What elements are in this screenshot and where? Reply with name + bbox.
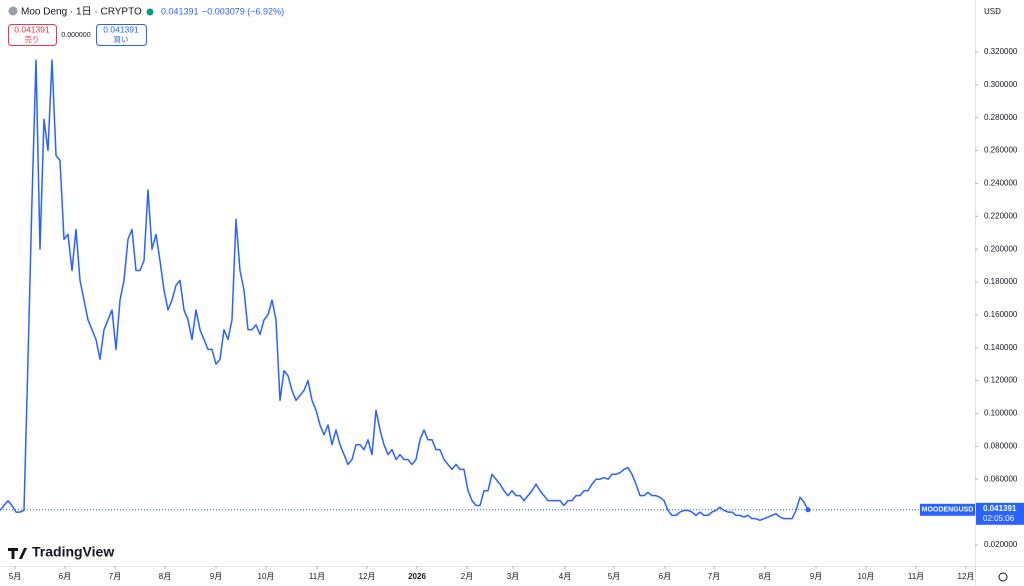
x-tick-label: 10月: [858, 572, 875, 581]
x-tick-label: 2月: [461, 572, 473, 581]
brand: TradingView: [32, 544, 114, 560]
y-tick-label: 0.120000: [984, 376, 1018, 385]
x-tick-label: 12月: [958, 572, 975, 581]
y-tick-label: 0.080000: [984, 441, 1018, 450]
y-tick-label: 0.280000: [984, 113, 1018, 122]
symbol-icon: [8, 6, 18, 16]
x-tick-label: 12月: [359, 572, 376, 581]
change: −0.003079 (−6.92%): [202, 6, 284, 16]
y-tick-label: 0.240000: [984, 179, 1018, 188]
countdown: 02:05:06: [983, 514, 1015, 523]
x-tick-label: 7月: [109, 572, 121, 581]
y-tick-label: 0.300000: [984, 80, 1018, 89]
x-tick-label: 11月: [908, 572, 924, 581]
buy-price: 0.041391: [103, 24, 139, 34]
buy-label: 買い: [114, 35, 129, 44]
sell-button[interactable]: [8, 24, 57, 46]
y-tick-label: 0.020000: [984, 540, 1018, 549]
symbol-tag-bg: [920, 503, 975, 516]
x-tick-label: 7月: [708, 572, 720, 581]
y-tick-label: 0.180000: [984, 277, 1018, 286]
y-tick-label: 0.320000: [984, 47, 1018, 56]
x-tick-label: 8月: [759, 572, 771, 581]
x-tick-label: 4月: [559, 572, 571, 581]
chart-title: Moo Deng · 1日 · CRYPTO: [21, 7, 142, 18]
price-line: [0, 59, 809, 522]
price-tag-bg: [976, 502, 1024, 525]
x-tick-label: 5月: [608, 572, 620, 581]
y-tick-label: 0.100000: [984, 409, 1018, 418]
y-tick-label: 0.060000: [984, 474, 1018, 483]
x-tick-label: 9月: [210, 572, 222, 581]
x-tick-label: 2026: [408, 572, 426, 581]
x-tick-label: 3月: [507, 572, 519, 581]
price-tag: 0.041391: [983, 504, 1017, 513]
last-point: [805, 507, 811, 513]
x-tick-label: 6月: [659, 572, 671, 581]
y-tick-label: 0.160000: [984, 310, 1018, 319]
y-tick-label: 0.260000: [984, 146, 1018, 155]
buy-button[interactable]: [96, 24, 147, 46]
y-tick-label: 0.200000: [984, 244, 1018, 253]
symbol-tag: MOODENGUSD: [922, 507, 974, 514]
sell-price: 0.041391: [14, 24, 50, 34]
y-tick-label: 0.140000: [984, 343, 1018, 352]
x-tick-label: 5月: [9, 572, 21, 581]
settings-icon[interactable]: [998, 572, 1008, 582]
x-tick-label: 8月: [159, 572, 171, 581]
sell-label: 売り: [25, 34, 40, 44]
market-status: [146, 8, 154, 16]
spread: 0.000000: [61, 32, 90, 39]
brand-logo: [8, 548, 27, 559]
x-tick-label: 11月: [309, 572, 325, 581]
y-tick-label: 0.220000: [984, 211, 1018, 220]
x-tick-label: 6月: [59, 572, 71, 581]
x-tick-label: 10月: [258, 572, 275, 581]
currency[interactable]: USD: [984, 7, 1001, 16]
x-tick-label: 9月: [810, 572, 822, 581]
price: 0.041391: [161, 6, 199, 16]
